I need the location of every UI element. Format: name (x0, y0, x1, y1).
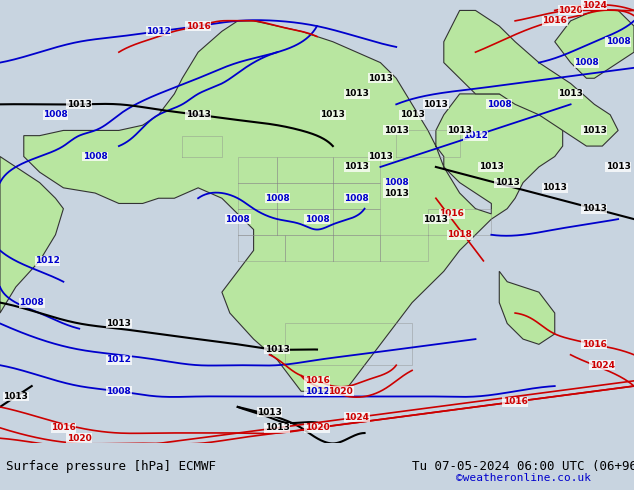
Text: 1013: 1013 (605, 163, 631, 172)
Text: 1008: 1008 (107, 387, 131, 396)
Text: 1013: 1013 (384, 126, 409, 135)
Text: 1008: 1008 (265, 194, 290, 203)
Text: 1013: 1013 (495, 178, 520, 187)
Text: 1013: 1013 (542, 183, 567, 192)
Text: 1012: 1012 (35, 256, 60, 266)
Text: 1020: 1020 (328, 387, 353, 396)
Text: 1013: 1013 (582, 204, 607, 213)
Text: 1013: 1013 (399, 110, 425, 119)
Text: 1013: 1013 (257, 408, 282, 416)
Text: 1013: 1013 (424, 215, 448, 223)
Text: 1008: 1008 (384, 178, 409, 187)
Text: 1008: 1008 (43, 110, 68, 119)
Text: 1013: 1013 (265, 345, 290, 354)
Text: 1024: 1024 (590, 361, 615, 369)
Text: 1008: 1008 (304, 215, 330, 223)
Text: 1013: 1013 (384, 189, 409, 197)
Text: 1018: 1018 (447, 230, 472, 239)
Text: 1012: 1012 (463, 131, 488, 140)
Text: 1016: 1016 (582, 340, 607, 349)
Text: 1012: 1012 (107, 355, 131, 365)
Text: 1013: 1013 (3, 392, 29, 401)
Text: 1013: 1013 (424, 100, 448, 109)
Text: 1013: 1013 (344, 163, 369, 172)
Text: 1008: 1008 (605, 37, 631, 46)
Text: 1013: 1013 (582, 126, 607, 135)
Text: 1008: 1008 (574, 58, 599, 67)
Text: 1013: 1013 (320, 110, 346, 119)
Polygon shape (555, 10, 634, 78)
Text: 1013: 1013 (107, 319, 131, 328)
Text: 1020: 1020 (558, 6, 583, 15)
Text: 1008: 1008 (19, 298, 44, 307)
Text: 1008: 1008 (82, 152, 108, 161)
Polygon shape (500, 271, 555, 344)
Text: 1013: 1013 (447, 126, 472, 135)
Text: 1012: 1012 (304, 387, 330, 396)
Polygon shape (0, 156, 63, 313)
Text: 1013: 1013 (344, 89, 369, 98)
Text: 1016: 1016 (439, 209, 464, 219)
Text: 1024: 1024 (344, 413, 369, 422)
Text: 1016: 1016 (186, 22, 210, 30)
Polygon shape (444, 10, 618, 146)
Text: 1013: 1013 (265, 423, 290, 432)
Text: ©weatheronline.co.uk: ©weatheronline.co.uk (456, 473, 592, 483)
Text: 1020: 1020 (67, 434, 92, 443)
Text: 1016: 1016 (51, 423, 76, 432)
Text: 1013: 1013 (186, 110, 210, 119)
Text: 1013: 1013 (479, 163, 504, 172)
Text: 1013: 1013 (368, 152, 393, 161)
Text: 1016: 1016 (503, 397, 527, 406)
Text: 1016: 1016 (542, 16, 567, 25)
Text: 1024: 1024 (582, 0, 607, 10)
Text: 1008: 1008 (487, 100, 512, 109)
Polygon shape (23, 21, 563, 392)
Text: 1012: 1012 (146, 27, 171, 36)
Text: Surface pressure [hPa] ECMWF: Surface pressure [hPa] ECMWF (6, 460, 216, 473)
Text: 1013: 1013 (558, 89, 583, 98)
Text: 1013: 1013 (368, 74, 393, 83)
Text: 1016: 1016 (304, 376, 330, 385)
Text: 1008: 1008 (225, 215, 250, 223)
Text: Tu 07-05-2024 06:00 UTC (06+96): Tu 07-05-2024 06:00 UTC (06+96) (412, 460, 634, 473)
Text: 1013: 1013 (67, 100, 92, 109)
Text: 1008: 1008 (344, 194, 369, 203)
Text: 1020: 1020 (304, 423, 330, 432)
